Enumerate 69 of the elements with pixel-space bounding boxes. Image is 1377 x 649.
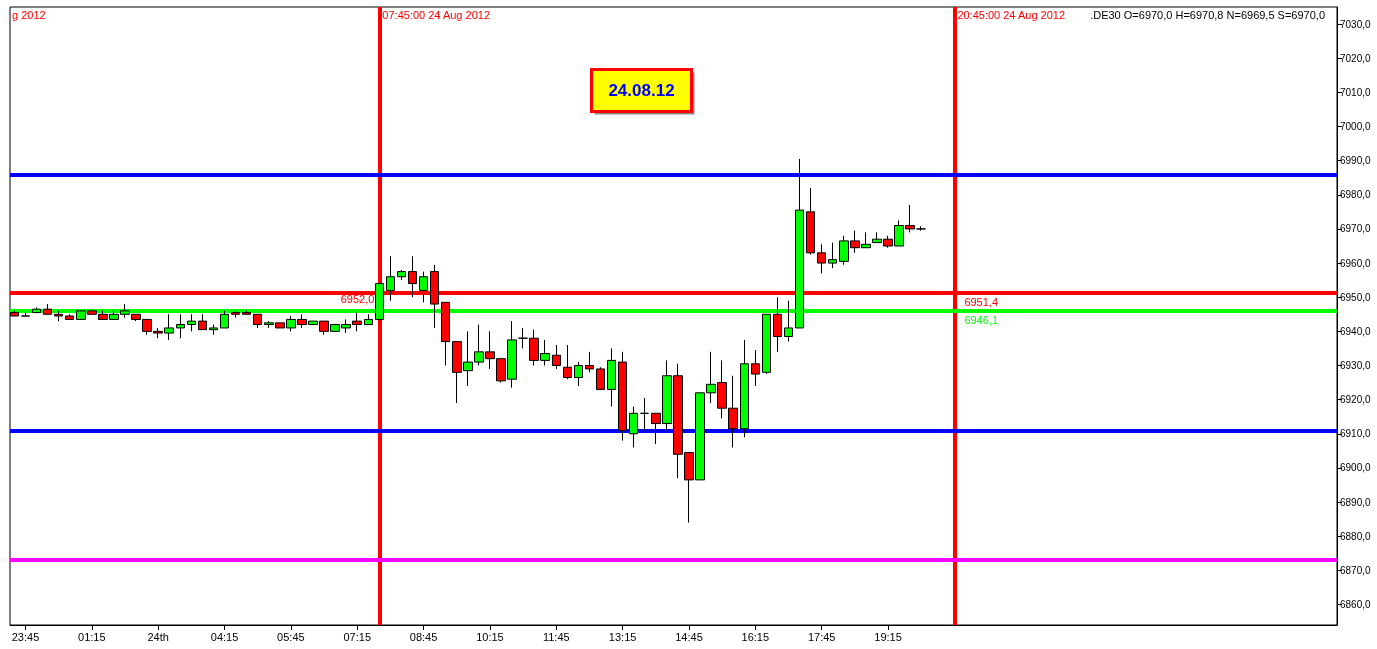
x-tick-label: 05:45 (277, 630, 305, 643)
candlestick (574, 361, 583, 387)
ref-line-label: 20:45:00 24 Aug 2012 (957, 8, 1066, 21)
annotation: .DE30 O=6970,0 H=6970,8 N=6969,5 S=6970,0 (1090, 8, 1326, 21)
x-tick-label: 24th (147, 630, 169, 643)
y-tick-label: 6980,0 (1340, 189, 1372, 201)
candlestick (198, 313, 207, 331)
candlestick (916, 225, 926, 232)
candlestick (817, 243, 826, 274)
candlestick (773, 296, 782, 353)
candlestick (629, 405, 638, 448)
y-tick-label: 6940,0 (1340, 325, 1372, 337)
ref-line-label: 6951,4 (964, 295, 999, 308)
y-tick-label: 7030,0 (1340, 18, 1372, 30)
candlestick (242, 310, 251, 315)
y-tick-label: 7010,0 (1340, 86, 1372, 98)
y-tick-label: 6860,0 (1340, 599, 1372, 611)
y-tick-label: 6990,0 (1340, 155, 1372, 167)
x-tick-label: 07:15 (343, 630, 371, 643)
candlestick (806, 187, 815, 256)
candlestick (563, 344, 572, 380)
candlestick (231, 310, 240, 319)
y-tick-label: 6870,0 (1340, 564, 1372, 576)
x-tick-label: 10:15 (476, 630, 504, 643)
x-tick-label: 17:45 (807, 630, 836, 643)
candlestick (552, 344, 561, 370)
annotation: g 2012 (12, 8, 46, 21)
y-tick-label: 6930,0 (1340, 360, 1372, 372)
candlestick (740, 339, 749, 438)
annotation: 24.08.12 (608, 81, 675, 100)
y-tick-label: 6900,0 (1340, 462, 1372, 474)
y-tick-label: 6880,0 (1340, 530, 1372, 542)
candlestick (253, 313, 262, 329)
candlestick (585, 351, 594, 373)
x-tick-label: 19:15 (874, 630, 902, 643)
candlestick (419, 271, 428, 303)
x-tick-label: 01:15 (78, 630, 106, 643)
y-tick-label: 6910,0 (1340, 428, 1372, 440)
candlestick (828, 242, 837, 269)
candlestick (618, 351, 627, 442)
x-tick-label: 14:45 (675, 630, 703, 643)
ref-line-label: 07:45:00 24 Aug 2012 (382, 8, 491, 21)
candlestick (209, 324, 218, 336)
candlestick (596, 366, 605, 390)
ref-line-label: 6946,1 (964, 314, 999, 327)
y-tick-label: 6960,0 (1340, 257, 1372, 269)
candlestick (751, 349, 760, 387)
candlestick (386, 255, 395, 302)
candlestick (43, 303, 52, 315)
candlestick (397, 269, 406, 281)
y-tick-label: 6950,0 (1340, 291, 1372, 303)
y-tick-label: 6970,0 (1340, 223, 1372, 235)
x-tick-label: 13:15 (608, 630, 637, 643)
candlestick (21, 312, 30, 317)
y-tick-label: 6890,0 (1340, 496, 1372, 508)
x-tick-label: 04:15 (210, 630, 239, 643)
candlestick (640, 397, 649, 431)
candlestick (54, 310, 63, 322)
candlestick (441, 301, 450, 367)
x-tick-label: 08:45 (409, 630, 438, 643)
x-tick-label: 23:45 (11, 630, 40, 643)
y-tick-label: 7000,0 (1340, 121, 1372, 132)
y-tick-label: 6920,0 (1340, 394, 1372, 406)
x-tick-label: 16:15 (741, 630, 770, 643)
x-tick-label: 11:45 (542, 630, 570, 643)
candlestick (607, 347, 616, 407)
y-tick-label: 7020,0 (1340, 52, 1372, 64)
annotation: 6952,0 (340, 292, 375, 305)
candlestick (65, 313, 74, 320)
